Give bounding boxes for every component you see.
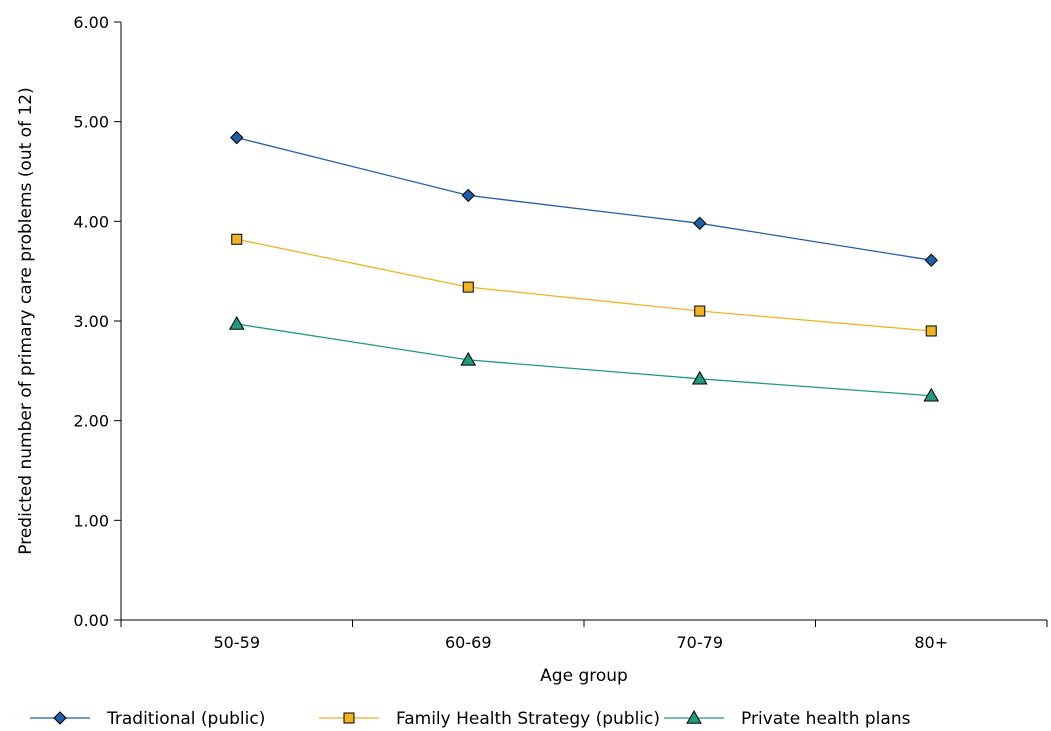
x-tick-label: 70-79 <box>677 633 724 652</box>
legend-label: Private health plans <box>741 709 911 729</box>
series-3-point <box>228 315 245 330</box>
series-2-point <box>694 305 706 317</box>
y-tick-label: 6.00 <box>73 13 109 32</box>
legend-marker <box>686 709 702 724</box>
x-axis-title: Age group <box>540 666 628 686</box>
series-2-point <box>925 325 937 337</box>
series-3-point <box>923 387 940 402</box>
series-3-point <box>460 351 477 366</box>
y-tick-label: 5.00 <box>73 113 109 132</box>
y-tick-label: 2.00 <box>73 412 109 431</box>
series-line-3 <box>236 323 932 397</box>
series-1-point <box>924 253 938 267</box>
series-2-point <box>231 233 243 245</box>
series-group <box>228 130 940 402</box>
axes <box>120 22 1047 621</box>
y-axis-ticks: 0.00 1.00 2.00 3.00 4.00 5.00 6.00 <box>73 13 121 630</box>
series-1-point <box>230 130 244 145</box>
series-line-1 <box>236 136 932 261</box>
y-tick-label: 0.00 <box>73 611 109 630</box>
series-1-point <box>693 216 707 231</box>
y-tick-label: 4.00 <box>73 212 109 231</box>
x-tick-label: 80+ <box>914 633 948 652</box>
series-1-point <box>461 188 475 203</box>
legend-label: Family Health Strategy (public) <box>396 709 660 729</box>
x-tick-label: 50-59 <box>214 633 261 652</box>
series-3-point <box>691 370 708 385</box>
legend: Traditional (public) Family Health Strate… <box>30 709 911 729</box>
legend-label: Traditional (public) <box>106 709 265 729</box>
series-2-point <box>462 281 474 293</box>
x-tick-label: 60-69 <box>445 633 492 652</box>
y-tick-label: 3.00 <box>73 312 109 331</box>
legend-marker <box>343 712 355 724</box>
legend-marker <box>53 711 67 725</box>
y-axis-title: Predicted number of primary care problem… <box>16 87 36 554</box>
x-axis-ticks: 50-59 60-69 70-79 80+ <box>120 620 1048 652</box>
y-tick-label: 1.00 <box>73 511 109 530</box>
series-line-2 <box>236 238 932 332</box>
